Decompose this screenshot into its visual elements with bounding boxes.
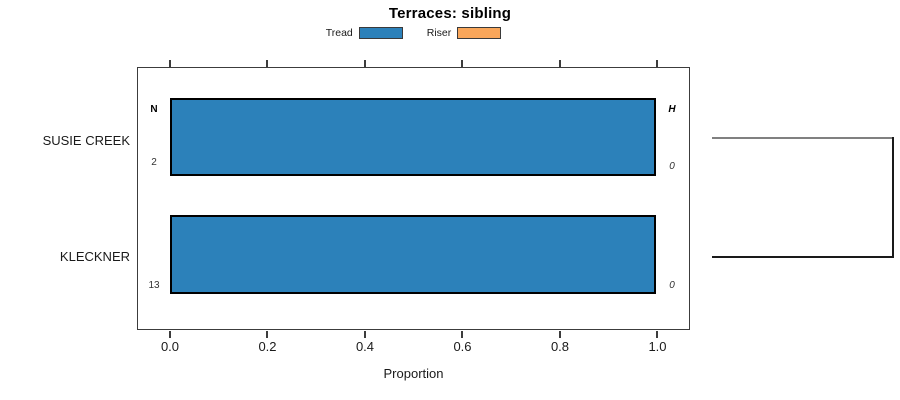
h-value-susie-creek: 0 <box>669 161 675 172</box>
plot-area: N H 2 0 13 0 <box>137 59 690 338</box>
x-tick-label-3: 0.6 <box>453 339 472 354</box>
x-tick-bottom-0 <box>169 330 171 338</box>
y-axis-label-susie-creek: SUSIE CREEK <box>42 133 130 148</box>
x-tick-top-4 <box>559 59 561 67</box>
x-tick-top-1 <box>266 59 268 67</box>
bar-kleckner-tread <box>170 215 656 294</box>
x-tick-top-0 <box>169 59 171 67</box>
x-tick-top-3 <box>461 59 463 67</box>
bar-susie-creek-tread <box>170 98 656 176</box>
chart-title: Terraces: sibling <box>388 5 512 22</box>
legend-swatch-tread-icon <box>358 27 403 39</box>
n-column-header: N <box>150 104 158 115</box>
h-value-kleckner: 0 <box>669 280 675 291</box>
x-tick-label-0: 0.0 <box>160 339 180 354</box>
x-tick-bottom-1 <box>266 330 268 338</box>
legend-item-riser: Riser <box>427 27 502 39</box>
x-tick-bottom-5 <box>656 330 658 338</box>
y-axis-label-kleckner: KLECKNER <box>59 249 130 264</box>
x-tick-bottom-3 <box>461 330 463 338</box>
x-tick-label-1: 0.2 <box>258 339 277 354</box>
x-tick-label-2: 0.4 <box>355 339 375 354</box>
legend-item-tread: Tread <box>326 27 403 39</box>
x-axis-title: Proportion <box>383 366 444 381</box>
x-tick-top-5 <box>656 59 658 67</box>
x-tick-bottom-2 <box>364 330 366 338</box>
legend-label-riser: Riser <box>426 27 452 39</box>
n-value-susie-creek: 2 <box>151 157 157 168</box>
legend-swatch-riser-icon <box>457 27 502 39</box>
x-tick-top-2 <box>364 59 366 67</box>
sibling-bracket <box>712 137 894 258</box>
legend: Tread Riser <box>137 25 690 41</box>
n-value-kleckner: 13 <box>148 280 160 291</box>
x-tick-bottom-4 <box>559 330 561 338</box>
x-tick-label-5: 1.0 <box>648 339 667 354</box>
h-column-header: H <box>668 104 676 115</box>
x-tick-label-4: 0.8 <box>550 339 570 354</box>
legend-label-tread: Tread <box>325 27 353 39</box>
